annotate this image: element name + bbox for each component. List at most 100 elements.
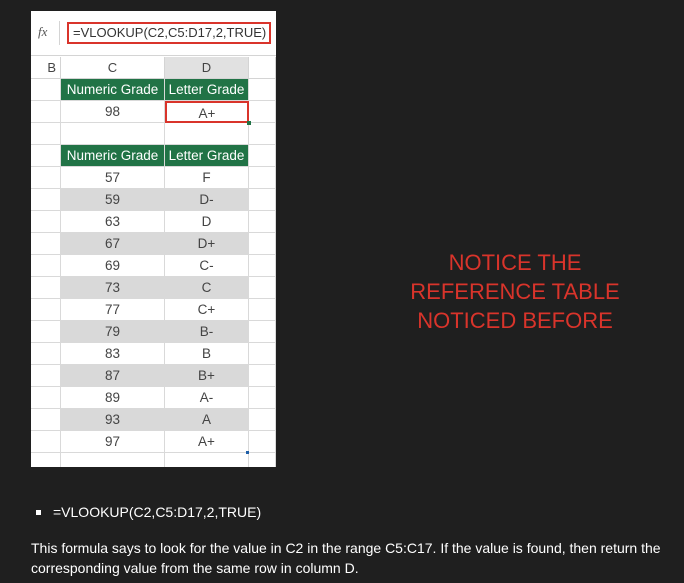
table-row: 93 A: [31, 409, 276, 431]
letter-grade-cell[interactable]: F: [165, 167, 249, 189]
cell[interactable]: [61, 123, 165, 145]
table-row: 83 B: [31, 343, 276, 365]
cell[interactable]: [31, 321, 61, 343]
cell[interactable]: [249, 321, 276, 343]
numeric-grade-cell[interactable]: 97: [61, 431, 165, 453]
numeric-grade-cell[interactable]: 63: [61, 211, 165, 233]
letter-grade-cell[interactable]: D+: [165, 233, 249, 255]
annotation-line: NOTICE THE: [448, 250, 582, 275]
cell[interactable]: [249, 453, 276, 467]
cell[interactable]: [31, 189, 61, 211]
table-row: Numeric Grade Letter Grade: [31, 79, 276, 101]
column-header-b[interactable]: B: [31, 57, 61, 79]
numeric-grade-cell[interactable]: 77: [61, 299, 165, 321]
numeric-grade-cell[interactable]: 73: [61, 277, 165, 299]
letter-grade-cell[interactable]: B-: [165, 321, 249, 343]
column-header-e[interactable]: [249, 57, 276, 79]
cell[interactable]: [31, 387, 61, 409]
table-row: 77 C+: [31, 299, 276, 321]
bullet-icon: [36, 509, 41, 515]
reference-header-letter[interactable]: Letter Grade: [165, 145, 249, 167]
cell[interactable]: [249, 387, 276, 409]
table-row: 79 B-: [31, 321, 276, 343]
table-row: 89 A-: [31, 387, 276, 409]
numeric-grade-cell[interactable]: 67: [61, 233, 165, 255]
cell[interactable]: [249, 409, 276, 431]
fill-handle[interactable]: [247, 121, 251, 125]
table-row: 67 D+: [31, 233, 276, 255]
table-row: 57 F: [31, 167, 276, 189]
quick-analysis-marker[interactable]: [246, 451, 249, 454]
cell[interactable]: [249, 365, 276, 387]
cell[interactable]: [249, 299, 276, 321]
cell[interactable]: [31, 299, 61, 321]
cell[interactable]: [249, 145, 276, 167]
formula-input[interactable]: =VLOOKUP(C2,C5:D17,2,TRUE): [67, 22, 271, 44]
cell[interactable]: [249, 211, 276, 233]
formula-bar-divider: [59, 21, 60, 45]
cell[interactable]: [249, 189, 276, 211]
table-row: Numeric Grade Letter Grade: [31, 145, 276, 167]
formula-bullet: =VLOOKUP(C2,C5:D17,2,TRUE): [36, 504, 261, 520]
cell[interactable]: [31, 167, 61, 189]
table-row: 59 D-: [31, 189, 276, 211]
letter-grade-cell[interactable]: A: [165, 409, 249, 431]
letter-grade-cell[interactable]: C-: [165, 255, 249, 277]
column-header-c[interactable]: C: [61, 57, 165, 79]
annotation-callout: NOTICE THE REFERENCE TABLE NOTICED BEFOR…: [395, 248, 635, 335]
cell[interactable]: [165, 453, 249, 467]
letter-grade-cell[interactable]: A-: [165, 387, 249, 409]
cell[interactable]: [31, 211, 61, 233]
numeric-grade-cell[interactable]: 93: [61, 409, 165, 431]
cell[interactable]: [249, 167, 276, 189]
table-row: [31, 453, 276, 467]
cell[interactable]: [249, 343, 276, 365]
table-row: [31, 123, 276, 145]
numeric-grade-cell[interactable]: 57: [61, 167, 165, 189]
numeric-grade-cell[interactable]: 83: [61, 343, 165, 365]
cell[interactable]: [249, 79, 276, 101]
cell[interactable]: [31, 453, 61, 467]
cell[interactable]: [31, 343, 61, 365]
cell[interactable]: [31, 409, 61, 431]
cell[interactable]: [249, 101, 276, 123]
numeric-grade-cell[interactable]: 59: [61, 189, 165, 211]
letter-grade-cell[interactable]: C: [165, 277, 249, 299]
cell[interactable]: [31, 145, 61, 167]
cell[interactable]: [31, 233, 61, 255]
cell[interactable]: [249, 431, 276, 453]
lookup-header-numeric[interactable]: Numeric Grade: [61, 79, 165, 101]
cell[interactable]: [249, 233, 276, 255]
letter-grade-cell[interactable]: B+: [165, 365, 249, 387]
lookup-result-cell[interactable]: A+: [165, 101, 249, 123]
explanation-paragraph: This formula says to look for the value …: [31, 540, 661, 576]
letter-grade-cell[interactable]: D: [165, 211, 249, 233]
letter-grade-cell[interactable]: C+: [165, 299, 249, 321]
cell[interactable]: [249, 123, 276, 145]
cell[interactable]: [31, 123, 61, 145]
cell[interactable]: [61, 453, 165, 467]
numeric-grade-cell[interactable]: 79: [61, 321, 165, 343]
cell[interactable]: [31, 101, 61, 123]
reference-header-numeric[interactable]: Numeric Grade: [61, 145, 165, 167]
cell[interactable]: [249, 277, 276, 299]
cell[interactable]: [31, 365, 61, 387]
cell[interactable]: [31, 255, 61, 277]
cell[interactable]: [31, 79, 61, 101]
numeric-grade-cell[interactable]: 69: [61, 255, 165, 277]
cell[interactable]: [31, 431, 61, 453]
lookup-header-letter[interactable]: Letter Grade: [165, 79, 249, 101]
table-row: 69 C-: [31, 255, 276, 277]
lookup-value-cell[interactable]: 98: [61, 101, 165, 123]
numeric-grade-cell[interactable]: 89: [61, 387, 165, 409]
column-header-d[interactable]: D: [165, 57, 249, 79]
cell[interactable]: [31, 277, 61, 299]
letter-grade-cell[interactable]: D-: [165, 189, 249, 211]
formula-bar: fx =VLOOKUP(C2,C5:D17,2,TRUE): [31, 11, 276, 56]
numeric-grade-cell[interactable]: 87: [61, 365, 165, 387]
letter-grade-cell[interactable]: A+: [165, 431, 249, 453]
letter-grade-cell[interactable]: B: [165, 343, 249, 365]
table-row: 98 A+: [31, 101, 276, 123]
cell[interactable]: [249, 255, 276, 277]
cell[interactable]: [165, 123, 249, 145]
